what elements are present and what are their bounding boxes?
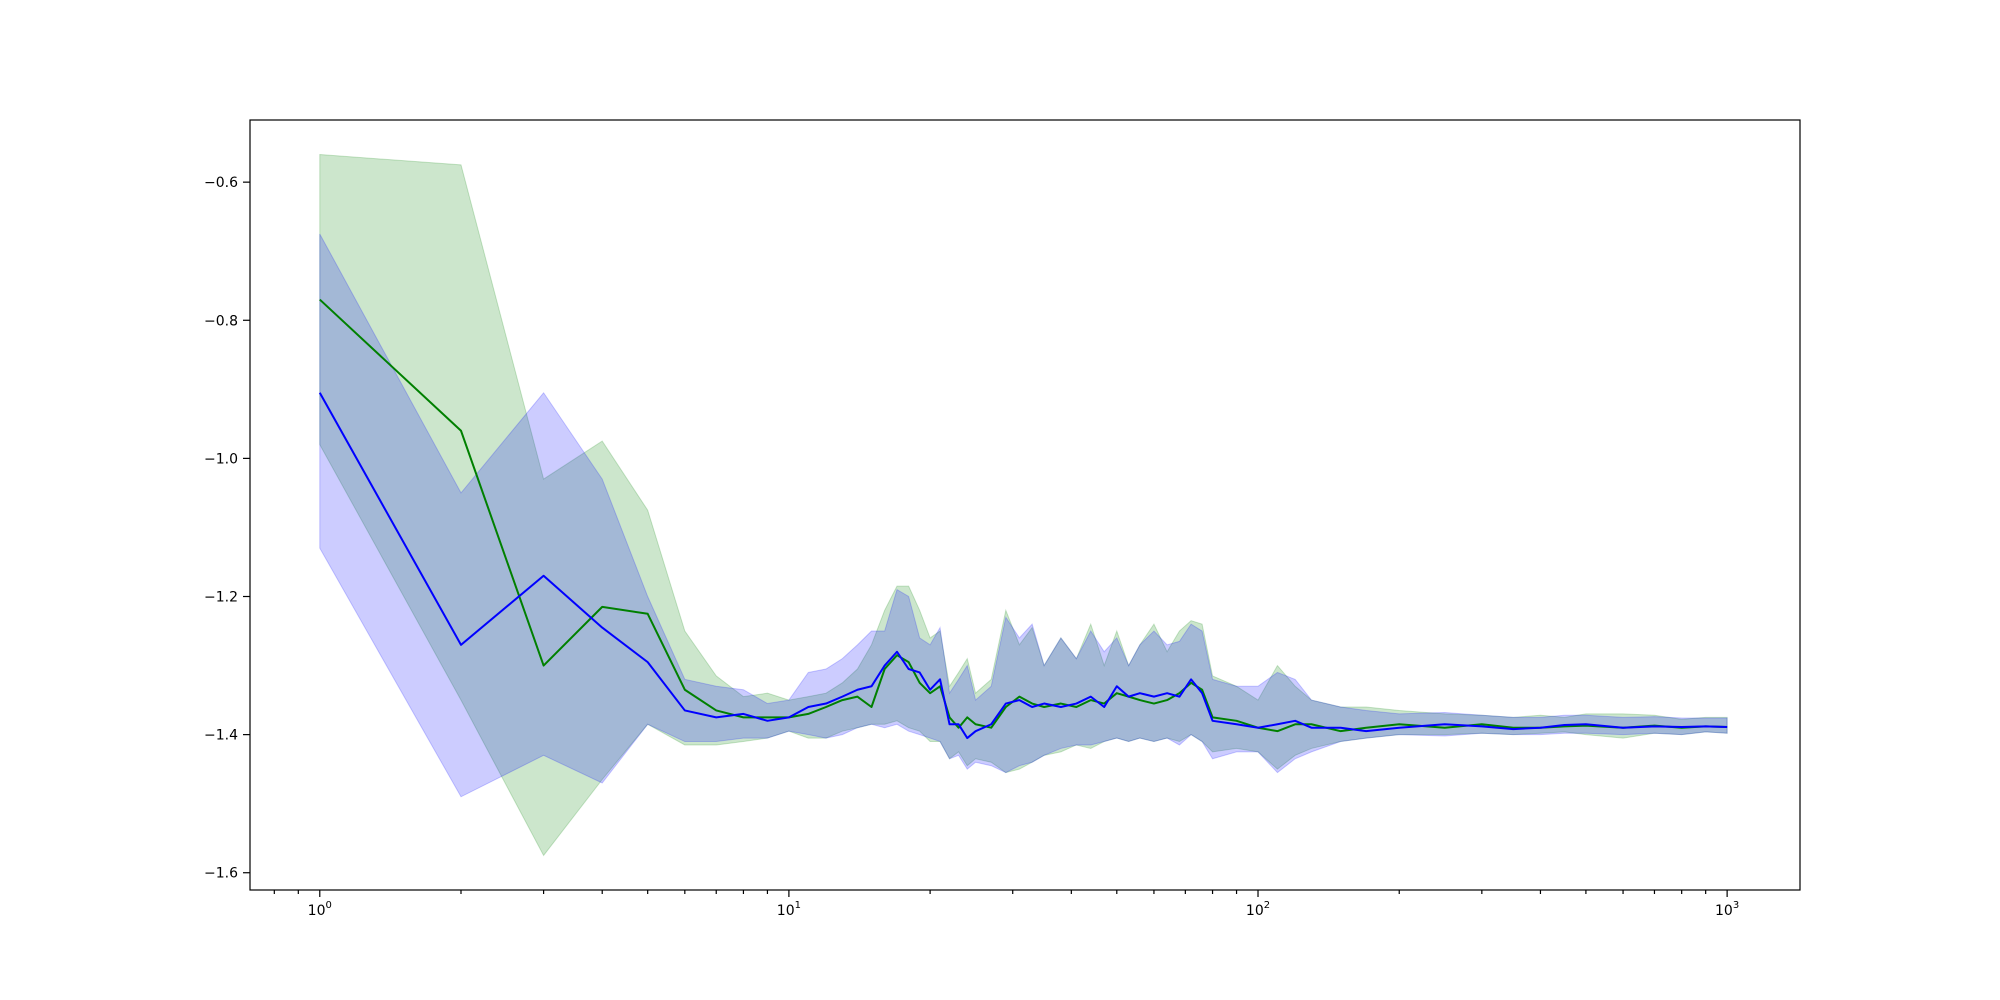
y-tick-label: −0.8 (204, 313, 238, 329)
series-2-band (319, 233, 1728, 798)
y-tick-label: −1.0 (204, 451, 238, 467)
y-tick-label: −1.2 (204, 590, 238, 606)
y-tick-label: −1.6 (204, 866, 238, 882)
plot-frame (249, 119, 1801, 891)
x-tick-label: 103 (1715, 900, 1739, 919)
confidence-bands (319, 153, 1728, 857)
y-tick-label: −0.6 (204, 175, 238, 191)
x-tick-label: 101 (777, 900, 801, 919)
series-lines (318, 298, 1728, 740)
x-tick-label: 100 (308, 900, 332, 919)
y-axis: −0.6 −0.8 −1.0 −1.2 −1.4 −1.6 (204, 175, 250, 882)
x-axis: 100 101 102 103 (273, 890, 1739, 919)
series-1-band (319, 153, 1728, 857)
x-tick-label: 102 (1246, 900, 1270, 919)
series-2-line (318, 392, 1728, 740)
y-tick-label: −1.4 (204, 728, 238, 744)
